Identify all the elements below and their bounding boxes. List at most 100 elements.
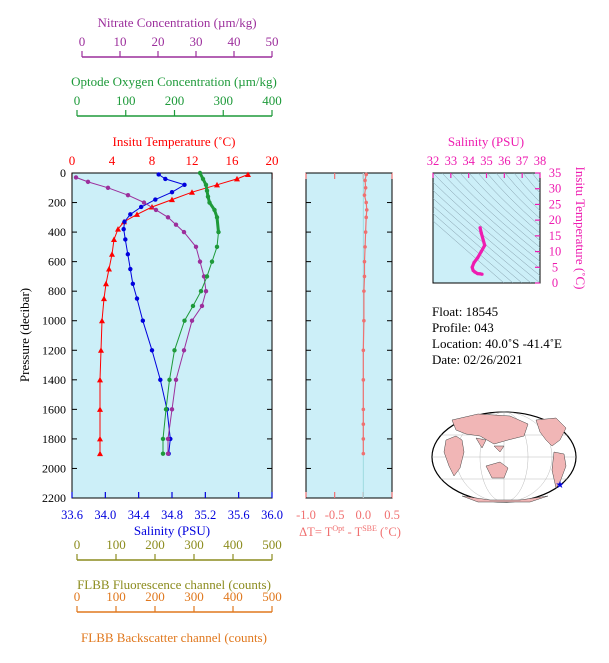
delta-t-axis-label: ΔT= TOpt - TSBE (˚C) xyxy=(299,524,401,539)
pressure-tick-label: 600 xyxy=(48,255,66,269)
optode-oxygen-concentration-point xyxy=(204,274,210,279)
nitrate-concentration-point xyxy=(165,215,171,220)
salinity-tick-label: 34.8 xyxy=(161,508,183,522)
ts-temperature-tick-label: 25 xyxy=(549,197,562,211)
temperature-point xyxy=(98,347,104,353)
nitrate-concentration-point xyxy=(165,451,171,456)
ts-isopycnal xyxy=(450,173,540,255)
salinity-point xyxy=(122,219,127,224)
ts-point xyxy=(472,260,476,265)
optode-oxygen-concentration-point xyxy=(214,244,220,250)
oxygen-tick-label: 300 xyxy=(214,93,234,108)
info-float: Float: 18545 xyxy=(432,304,498,319)
delta-t-tick-label: 0.5 xyxy=(384,508,400,522)
salinity-point xyxy=(149,348,155,353)
ts-point xyxy=(479,231,483,235)
salinity-point xyxy=(182,182,187,188)
insitu-temperature-line xyxy=(99,174,249,454)
nitrate-tick-label: 10 xyxy=(114,34,127,49)
salinity-tick-label: 35.6 xyxy=(228,508,250,522)
nitrate-concentration-point xyxy=(73,175,79,180)
pressure-tick-label: 1600 xyxy=(42,402,66,416)
backscatter-tick-label: 200 xyxy=(145,589,165,604)
delta-t-tick-label: -0.5 xyxy=(325,508,345,522)
oxygen-tick-label: 100 xyxy=(116,93,136,108)
salinity-tick-label: 35.2 xyxy=(194,508,216,522)
temperature-point xyxy=(214,181,220,188)
salinity-tick-label: 36.0 xyxy=(261,508,283,522)
pressure-tick-label: 1800 xyxy=(42,432,66,446)
pressure-tick-label: 2200 xyxy=(42,491,66,505)
salinity-point xyxy=(156,172,161,177)
pressure-tick-label: 200 xyxy=(48,196,66,210)
salinity-point xyxy=(123,237,128,242)
nitrate-axis-label: Nitrate Concentration (µm/kg) xyxy=(97,15,256,30)
optode-oxygen-concentration-point xyxy=(167,377,172,383)
ts-point xyxy=(473,270,477,274)
ts-isopycnal xyxy=(433,205,523,283)
ts-point xyxy=(475,256,480,260)
optode-oxygen-concentration-point xyxy=(160,451,166,456)
float-location-marker: ★ xyxy=(556,480,565,491)
fluorescence-tick-label: 200 xyxy=(145,537,165,552)
optode-oxygen-concentration-point xyxy=(172,348,177,353)
oxygen-surface-band xyxy=(198,172,220,233)
pressure-tick-label: 2000 xyxy=(42,461,66,475)
nitrate-concentration-point xyxy=(173,377,179,383)
salinity-point xyxy=(169,190,175,195)
delta-t-line xyxy=(362,174,368,454)
backscatter-tick-label: 300 xyxy=(184,589,204,604)
ts-point xyxy=(479,249,483,254)
nitrate-tick-label: 30 xyxy=(190,34,203,49)
temperature-axis: Insitu Temperature (˚C) 0 4 8 12 16 20 xyxy=(69,134,279,179)
nitrate-concentration-point xyxy=(197,259,203,264)
temperature-tick-label: 0 xyxy=(69,153,76,168)
nitrate-concentration-point xyxy=(141,200,147,205)
optode-oxygen-concentration-point xyxy=(182,318,187,323)
nitrate-tick-label: 20 xyxy=(152,34,165,49)
nitrate-concentration-point xyxy=(199,303,205,309)
nitrate-concentration-point xyxy=(173,222,179,227)
temperature-point xyxy=(189,189,195,195)
salinity-point xyxy=(140,318,146,323)
fluorescence-axis: 0 100 200 300 400 500 FLBB Fluorescence chann… xyxy=(74,537,282,592)
ts-isopycnal xyxy=(433,213,514,283)
ts-isopycnal-lines xyxy=(433,173,540,283)
delta-t-tick-label: 0.0 xyxy=(356,508,372,522)
pressure-tick-label: 0 xyxy=(60,166,66,180)
ts-point xyxy=(475,271,480,276)
optode-oxygen-concentration-point xyxy=(209,259,215,264)
backscatter-tick-label: 0 xyxy=(74,589,81,604)
info-profile: Profile: 043 xyxy=(432,320,494,335)
pressure-tick-label: 1200 xyxy=(42,343,66,357)
ts-temperature-tick-label: 30 xyxy=(549,182,562,196)
ts-temperature-tick-label: 35 xyxy=(549,166,562,180)
salinity-point xyxy=(125,252,131,257)
ts-isopycnal xyxy=(433,197,532,283)
fluorescence-tick-label: 0 xyxy=(74,537,81,552)
nitrate-tick-label: 50 xyxy=(266,34,279,49)
ts-salinity-tick-label: 38 xyxy=(534,154,547,168)
ts-salinity-tick-label: 34 xyxy=(462,154,475,168)
fluorescence-tick-label: 400 xyxy=(223,537,243,552)
salinity-point xyxy=(130,281,136,286)
pressure-tick-label: 400 xyxy=(48,225,66,239)
ts-salinity-label: Salinity (PSU) xyxy=(448,134,524,149)
temperature-tick-label: 8 xyxy=(149,153,156,168)
nitrate-concentration-line xyxy=(75,176,207,454)
nitrate-concentration-point xyxy=(169,407,175,412)
temperature-point xyxy=(109,251,115,257)
salinity-axis-label: Salinity (PSU) xyxy=(134,523,210,538)
nitrate-tick-label: 40 xyxy=(228,34,241,49)
ts-isopycnal xyxy=(522,173,540,194)
temperature-tick-label: 20 xyxy=(266,153,279,168)
salinity-point xyxy=(158,377,163,383)
ts-isopycnal xyxy=(531,173,540,184)
salinity-point xyxy=(128,212,133,217)
temperature-point xyxy=(97,435,103,442)
oxygen-axis: Optode Oxygen Concentration (µm/kg) 0 100… xyxy=(71,74,282,117)
nitrate-concentration-point xyxy=(105,185,111,190)
ts-temperature-tick-label: 20 xyxy=(549,213,562,227)
optode-oxygen-concentration-point xyxy=(190,303,196,309)
delta-t-panel xyxy=(305,172,393,499)
